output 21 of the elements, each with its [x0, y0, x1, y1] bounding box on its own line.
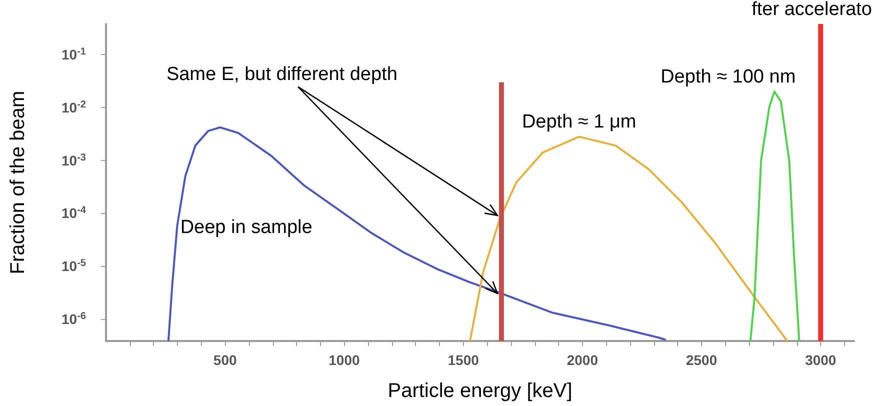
series-label: Depth ≈ 1 μm: [522, 112, 636, 133]
y-tick-label: 10$^{-5}$: [62, 257, 86, 274]
series-label: Depth ≈ 100 nm: [660, 66, 796, 88]
y-tick-label: 10$^{-6}$: [62, 310, 86, 327]
x-tick-label: 500: [213, 352, 237, 368]
x-tick-label: 2500: [686, 352, 718, 368]
line-series: [468, 136, 788, 342]
x-axis-title: Particle energy [keV]: [388, 380, 572, 402]
line-series: [749, 90, 800, 342]
annotation: Deep in sample: [180, 217, 312, 238]
y-tick-label: 10$^{-3}$: [62, 152, 86, 168]
x-tick-label: 3000: [805, 352, 836, 368]
y-tick-label: 10$^{-4}$: [62, 204, 86, 222]
x-tick-label: 1000: [328, 352, 360, 368]
x-tick-label: 2000: [566, 352, 598, 368]
series-label: fter accelerato: [752, 0, 872, 20]
x-tick-label: 1500: [448, 352, 480, 368]
y-tick-label: 10$^{-2}$: [62, 98, 86, 116]
y-tick-label: 10$^{-1}$: [62, 46, 86, 63]
y-axis-title: Fraction of the beam: [7, 90, 29, 274]
annotation: Same E, but different depth: [166, 64, 398, 85]
